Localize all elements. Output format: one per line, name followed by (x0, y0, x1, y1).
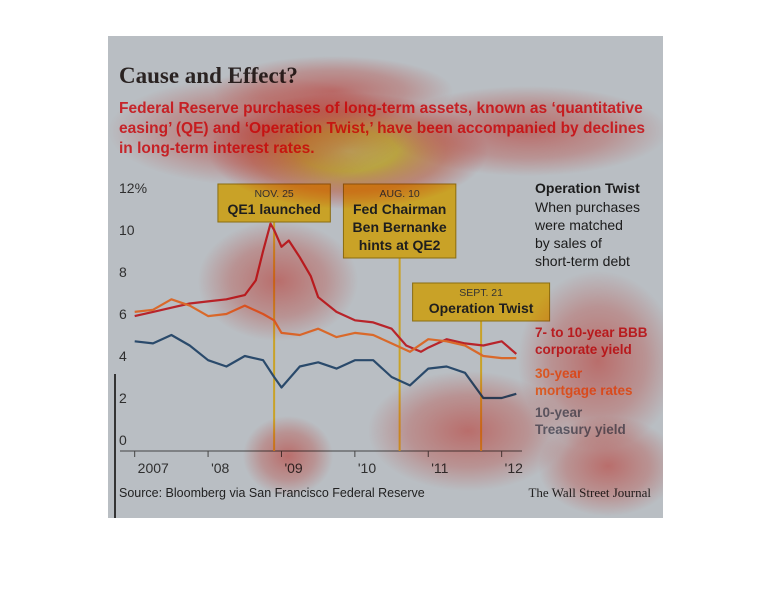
chart-title: Cause and Effect? (119, 63, 298, 88)
legend-corporate-line-1: 7- to 10-year BBB (535, 325, 648, 340)
annotation-text: Ben Bernanke (353, 219, 447, 235)
subtitle-line-2: easing’ (QE) and ‘Operation Twist,’ have… (119, 120, 645, 137)
annotation-date: SEPT. 21 (459, 287, 503, 299)
publisher-credit: The Wall Street Journal (528, 485, 651, 500)
subtitle-line-3: in long-term interest rates. (119, 140, 315, 157)
y-tick-label: 12% (119, 180, 147, 196)
operation-twist-note-line-2: were matched (534, 217, 623, 233)
operation-twist-note-title: Operation Twist (535, 180, 640, 196)
x-tick-label: '12 (505, 460, 523, 476)
x-tick-label: '08 (211, 460, 229, 476)
operation-twist-note-line-3: by sales of (535, 235, 602, 251)
left-marker-rule (114, 374, 116, 518)
chart-frame: Cause and Effect? Federal Reserve purcha… (108, 36, 663, 518)
chart-canvas: Cause and Effect? Federal Reserve purcha… (108, 56, 663, 516)
y-tick-label: 4 (119, 348, 127, 364)
legend-mortgage-line-2: mortgage rates (535, 383, 633, 398)
legend-treasury-line-2: Treasury yield (535, 422, 626, 437)
series-line (134, 333, 517, 400)
x-tick-label: '11 (431, 460, 448, 476)
x-tick-label: '09 (284, 460, 302, 476)
operation-twist-note-line-4: short-term debt (535, 253, 630, 269)
annotation-text: Fed Chairman (353, 201, 446, 217)
x-tick-label: '10 (358, 460, 376, 476)
legend: 7- to 10-year BBB corporate yield 30-yea… (535, 325, 648, 437)
y-tick-label: 6 (119, 306, 127, 322)
source-note: Source: Bloomberg via San Francisco Fede… (119, 486, 425, 500)
y-tick-label: 0 (119, 432, 127, 448)
legend-mortgage-line-1: 30-year (535, 366, 583, 381)
annotation-text: QE1 launched (227, 201, 320, 217)
x-axis-ticks: 2007 '08 '09 '10 '11 '12 (134, 451, 523, 476)
annotation-date: NOV. 25 (254, 188, 293, 200)
subtitle-line-1: Federal Reserve purchases of long-term a… (119, 100, 643, 117)
y-tick-label: 10 (119, 222, 135, 238)
legend-treasury-line-1: 10-year (535, 405, 583, 420)
operation-twist-note-line-1: When purchases (535, 199, 640, 215)
annotation-date: AUG. 10 (379, 188, 419, 200)
y-tick-label: 2 (119, 390, 127, 406)
annotation-text: Operation Twist (429, 300, 534, 316)
x-tick-label: 2007 (138, 460, 169, 476)
y-tick-label: 8 (119, 264, 127, 280)
legend-corporate-line-2: corporate yield (535, 342, 632, 357)
annotation-text: hints at QE2 (359, 237, 441, 253)
